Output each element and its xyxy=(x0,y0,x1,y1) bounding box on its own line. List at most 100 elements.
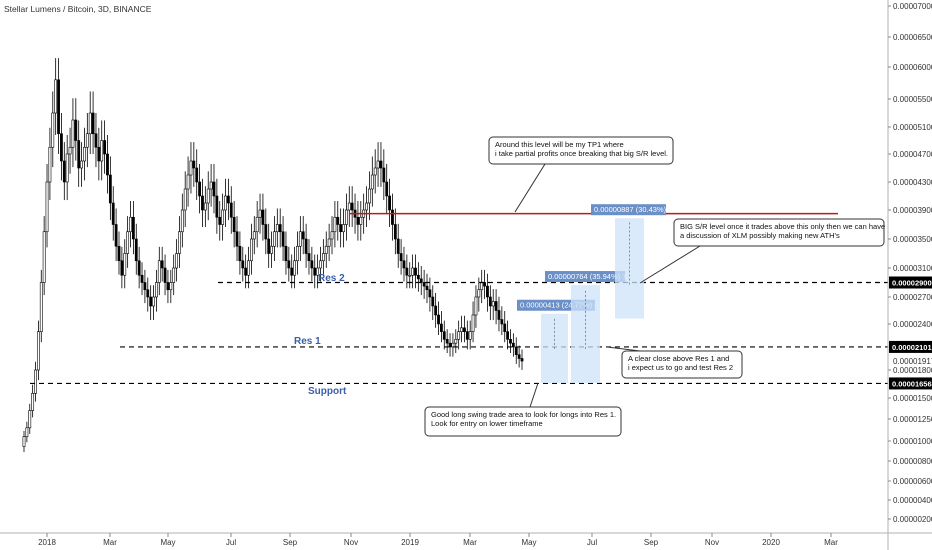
y-tick-label: 0.00000800 xyxy=(893,457,932,466)
candle-body xyxy=(511,342,515,348)
target-label: 0.00000413 (24.77%) 413 xyxy=(520,301,607,310)
x-tick-label: 2020 xyxy=(762,538,780,547)
candle-body xyxy=(497,310,501,320)
candle-body xyxy=(91,112,95,135)
candle-body xyxy=(281,231,285,247)
candle-body xyxy=(290,267,294,276)
candle-body xyxy=(250,238,253,262)
candle-body xyxy=(226,195,230,204)
callout-pointer xyxy=(529,382,539,408)
y-tick-label: 0.00001000 xyxy=(893,437,932,446)
candle-body xyxy=(488,296,492,307)
candle-body xyxy=(359,216,363,225)
x-tick-label: May xyxy=(160,538,175,547)
candle-body xyxy=(474,296,478,316)
candle-body xyxy=(385,181,389,197)
candle-body xyxy=(457,331,461,340)
candle-body xyxy=(278,224,282,233)
candle-body xyxy=(103,140,107,155)
candle-body xyxy=(235,231,239,247)
candle-body xyxy=(57,79,60,135)
candle-body xyxy=(264,224,268,240)
candle-body xyxy=(399,253,403,262)
candle-body xyxy=(414,267,417,276)
candle-body xyxy=(491,301,495,307)
candle-body xyxy=(439,323,443,332)
candle-body xyxy=(483,282,486,287)
candle-body xyxy=(258,209,262,218)
candle-body xyxy=(100,140,104,162)
x-tick-label: Mar xyxy=(824,538,838,547)
target-label-bg xyxy=(591,204,666,216)
candle-body xyxy=(336,216,340,225)
candle-body xyxy=(425,285,429,291)
candle-body xyxy=(146,289,150,298)
candle-body xyxy=(503,323,507,332)
candle-body xyxy=(203,202,207,211)
candle-body xyxy=(65,153,69,183)
candle-body xyxy=(209,181,213,190)
candle-body xyxy=(129,216,132,233)
y-tick-label: 0.00000200 xyxy=(893,515,932,524)
candle-body xyxy=(206,188,210,204)
candle-body xyxy=(422,282,426,287)
x-tick-label: 2019 xyxy=(401,538,419,547)
candle-body xyxy=(218,216,222,225)
y-tick-label: 0.00002400 xyxy=(893,320,932,329)
candle-body xyxy=(241,260,245,269)
candle-body xyxy=(232,216,236,233)
candle-body xyxy=(506,331,510,340)
x-tick-label: Sep xyxy=(283,538,298,547)
candle-body xyxy=(509,339,512,344)
candle-body xyxy=(477,289,481,298)
candle-body xyxy=(229,202,233,218)
callout-pointer xyxy=(639,245,701,284)
y-tick-label: 0.00001800 xyxy=(893,366,932,375)
candle-body xyxy=(252,231,256,240)
candle-body xyxy=(313,267,317,276)
candle-body xyxy=(195,167,199,183)
candle-body xyxy=(293,260,296,276)
candle-body xyxy=(451,342,455,348)
level-price-tag-bg xyxy=(889,377,932,390)
candle-body xyxy=(68,146,72,155)
candle-body xyxy=(391,209,394,225)
candle-body xyxy=(517,354,521,359)
candle-body xyxy=(172,267,176,283)
candle-body xyxy=(330,231,334,240)
candle-body xyxy=(140,274,144,283)
candle-body xyxy=(77,140,81,169)
candle-body xyxy=(155,282,158,298)
candle-body xyxy=(442,331,446,340)
candle-body xyxy=(298,231,302,247)
candle-body xyxy=(134,238,138,262)
level-price-tag: 0.00002900 xyxy=(892,279,932,288)
candle-body xyxy=(333,216,337,233)
target-label: 0.00000887 (30.43%) 887 xyxy=(594,205,681,214)
target-label-bg xyxy=(517,299,595,311)
candle-body xyxy=(342,224,345,233)
candle-body xyxy=(296,245,299,262)
candle-body xyxy=(310,260,314,269)
candle-body xyxy=(201,195,204,211)
candle-body xyxy=(54,79,58,114)
candle-body xyxy=(166,282,170,291)
candle-body xyxy=(28,410,32,429)
y-tick-label: 0.00003900 xyxy=(893,206,932,215)
candle-body xyxy=(356,216,360,225)
candle-body xyxy=(143,282,147,291)
x-tick-label: Nov xyxy=(705,538,719,547)
x-tick-label: Mar xyxy=(103,538,117,547)
callout-box xyxy=(673,218,885,247)
x-tick-label: Mar xyxy=(463,538,477,547)
candle-body xyxy=(111,202,115,225)
candle-body xyxy=(169,282,173,291)
candle-body xyxy=(416,274,420,280)
candle-body xyxy=(123,253,127,276)
candle-body xyxy=(178,231,181,254)
candle-body xyxy=(120,260,124,276)
candle-body xyxy=(71,119,75,148)
candle-body xyxy=(275,224,279,233)
